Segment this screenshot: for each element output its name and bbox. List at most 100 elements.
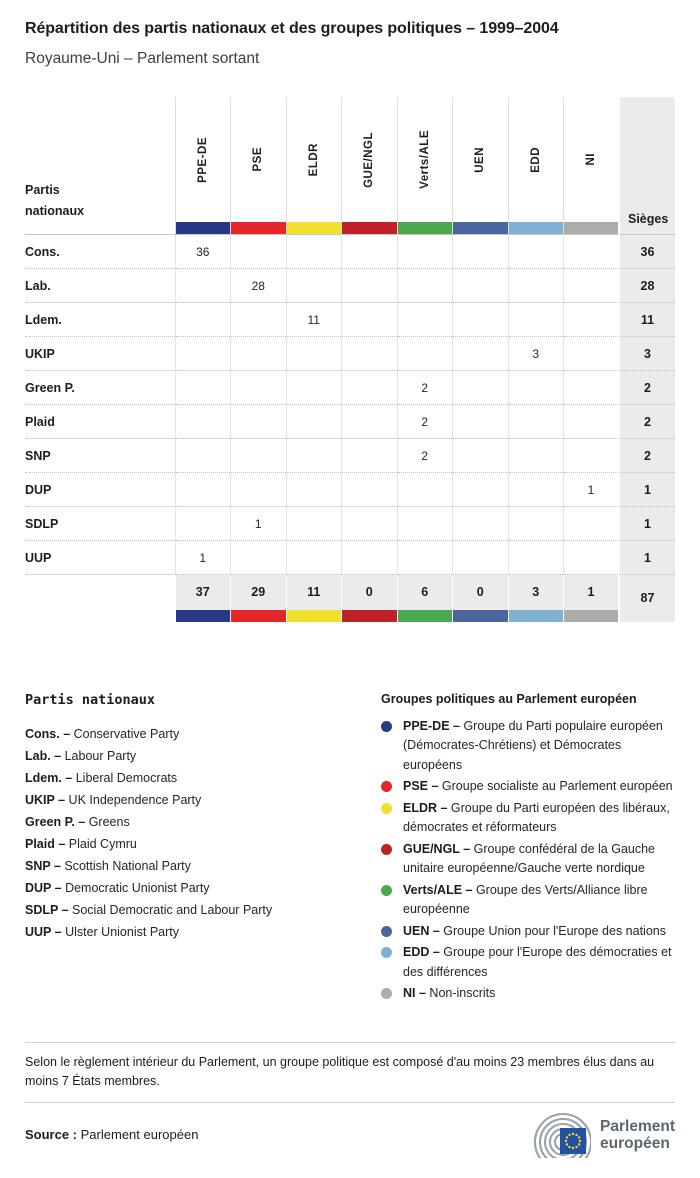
party-abbr: Cons. – (25, 726, 71, 741)
party-label-cell: Green P. (25, 380, 75, 395)
row-seats-total-cell: 2 (618, 438, 675, 473)
divider-top (25, 1041, 675, 1043)
table-row: Cons. 36 36 (25, 234, 675, 269)
party-abbr: Green P. – (25, 814, 86, 829)
group-color-bar (286, 222, 341, 234)
group-color-bar (453, 222, 508, 234)
seat-count-cell (563, 336, 619, 371)
group-header-content: PPE-DE (175, 97, 231, 234)
seat-count-cell (174, 336, 231, 371)
seat-count-cell (452, 540, 508, 575)
row-header-cell: Partis nationaux (25, 97, 175, 235)
seat-count-cell: 2 (396, 370, 453, 405)
seat-count-cell (507, 234, 564, 269)
footnote: Selon le règlement intérieur du Parlemen… (25, 1054, 655, 1088)
group-color-bar (508, 222, 563, 234)
legend-national-parties: Partis nationaux Cons. – Conservative Pa… (25, 692, 381, 1006)
seat-count-cell (563, 268, 619, 303)
legend-group-item: EDD – Groupe pour l'Europe des démocrati… (381, 943, 675, 982)
seat-count-cell (285, 336, 342, 371)
seat-count-cell (563, 540, 619, 575)
table-row: SDLP 1 1 (25, 506, 675, 541)
party-label-cell: UUP (25, 550, 52, 565)
grand-total-cell: 87 (618, 574, 675, 622)
party-abbr: SDLP – (25, 902, 69, 917)
rotated-label-wrap: UEN (453, 97, 508, 222)
legend-party-item: SNP – Scottish National Party (25, 858, 191, 873)
seat-count-cell (452, 302, 508, 337)
group-abbr-label: EDD (529, 146, 542, 173)
legend-parties-list: Cons. – Conservative Party Lab. – Labour … (25, 723, 361, 943)
seat-count-cell (230, 404, 286, 439)
table-row: UUP 1 1 (25, 540, 675, 575)
legend-party-item: SDLP – Social Democratic and Labour Part… (25, 902, 273, 917)
rotated-label-wrap: PPE-DE (176, 97, 231, 222)
legend-party-item: Ldem. – Liberal Democrats (25, 770, 178, 785)
divider-bottom (25, 1101, 675, 1103)
seat-count-cell (396, 472, 453, 507)
seat-count-cell (507, 268, 564, 303)
group-total-cell: 37 (174, 574, 231, 610)
group-color-bar (285, 609, 342, 622)
group-color-dot (381, 781, 392, 792)
table-row: Lab. 28 28 (25, 268, 675, 303)
party-label-cell: SNP (25, 448, 51, 463)
seat-count-cell (507, 506, 564, 541)
group-color-bar (341, 609, 397, 622)
seat-count-cell (341, 268, 397, 303)
group-description: GUE/NGL – Groupe confédéral de la Gauche… (403, 841, 656, 876)
source-text: Parlement européen (80, 1127, 199, 1142)
group-color-bar (342, 222, 397, 234)
group-total-cell: 11 (285, 574, 342, 610)
group-abbr: UEN – (403, 923, 440, 938)
totals-row: 37 29 11 0 6 0 3 1 87 (25, 574, 675, 622)
seat-count-cell (452, 438, 508, 473)
seat-count-cell (452, 336, 508, 371)
group-header-cell: NI (563, 97, 619, 235)
seat-count-cell: 2 (396, 404, 453, 439)
legend-group-item: PSE – Groupe socialiste au Parlement eur… (381, 777, 675, 797)
group-color-bar (175, 222, 230, 234)
rotated-label-wrap: ELDR (287, 97, 342, 222)
legend-group-item: GUE/NGL – Groupe confédéral de la Gauche… (381, 840, 675, 879)
legend-group-item: NI – Non-inscrits (381, 984, 675, 1004)
totals-bars-row (25, 609, 675, 622)
seat-count-cell: 28 (230, 268, 286, 303)
table-row: SNP 2 2 (25, 438, 675, 473)
seat-count-cell (174, 370, 231, 405)
seat-count-cell (285, 234, 342, 269)
group-header-cell: Verts/ALE (396, 97, 453, 235)
seat-count-cell (341, 404, 397, 439)
group-color-dot (381, 884, 392, 896)
legend-group-item: ELDR – Groupe du Parti européen des libé… (381, 799, 675, 838)
group-color-bar (396, 609, 453, 622)
seat-count-cell (341, 506, 397, 541)
seat-count-cell (230, 336, 286, 371)
party-abbr: UKIP – (25, 792, 66, 807)
party-label-cell: DUP (25, 482, 52, 497)
logo-wordmark: Parlement européen (600, 1118, 675, 1152)
table-body: Cons. 36 36 Lab. 28 28 Ldem. 11 11 UKIP 3 3 Green P.… (25, 234, 675, 575)
group-color-dot (381, 925, 392, 937)
table-row: Ldem. 11 11 (25, 302, 675, 337)
group-description: ELDR – Groupe du Parti européen des libé… (403, 800, 670, 835)
seat-count-cell (563, 234, 619, 269)
group-color-bar (397, 222, 452, 234)
row-seats-total-cell: 36 (618, 234, 675, 269)
group-abbr: NI – (403, 986, 426, 1000)
seat-count-cell (230, 438, 286, 473)
group-header-cell: UEN (452, 97, 508, 235)
legend-party-item: Green P. – Greens (25, 814, 130, 829)
table-header: Partis nationaux PPE-DE PSE ELDR GUE/NGL Vert… (25, 97, 675, 235)
seat-count-cell (396, 506, 453, 541)
row-header-label: Partis nationaux (25, 183, 85, 218)
seat-count-cell (230, 540, 286, 575)
seat-count-cell (341, 370, 397, 405)
legend-group-item: UEN – Groupe Union pour l'Europe des nat… (381, 922, 675, 942)
seat-count-cell (507, 472, 564, 507)
seat-count-cell (285, 370, 342, 405)
row-seats-total-cell: 28 (618, 268, 675, 303)
seat-count-cell (563, 404, 619, 439)
legend-group-item: PPE-DE – Groupe du Parti populaire europ… (381, 717, 675, 776)
header-row: Partis nationaux PPE-DE PSE ELDR GUE/NGL Vert… (25, 97, 675, 235)
